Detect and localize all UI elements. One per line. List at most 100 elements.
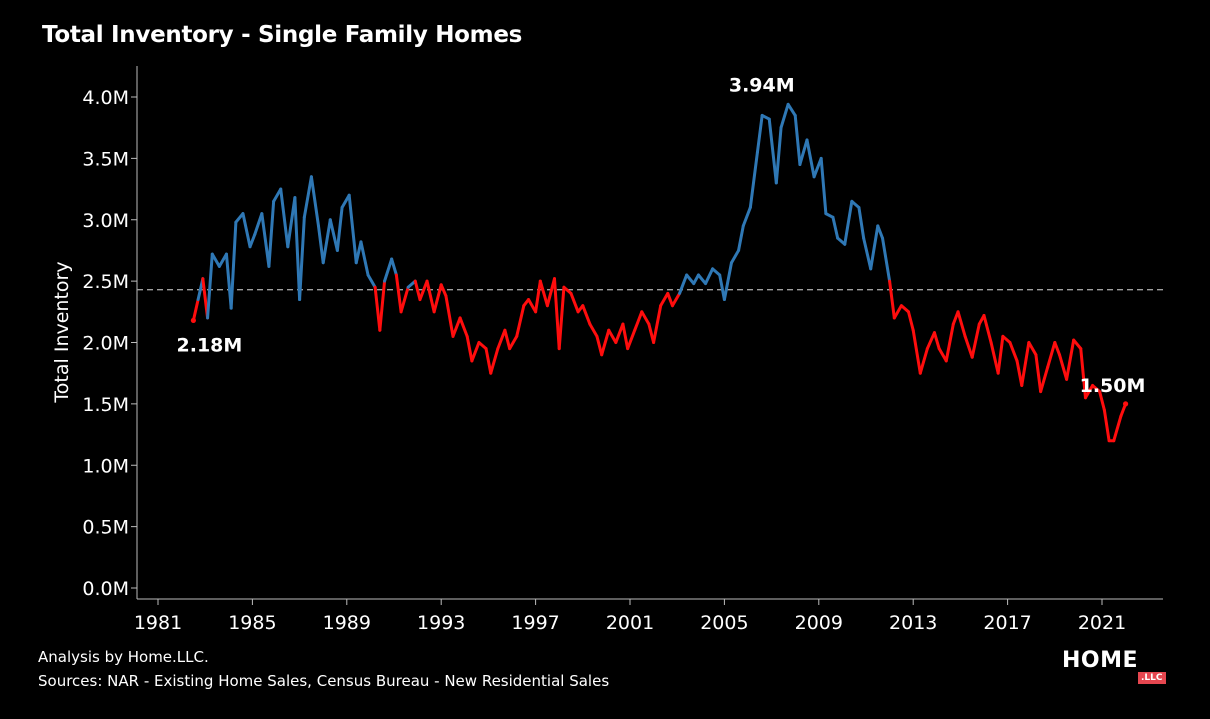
series-segment: [562, 285, 573, 295]
series-segment: [805, 138, 816, 179]
series-endpoint-dot: [1123, 401, 1129, 407]
series-segment: [1001, 334, 1012, 344]
series-segment: [857, 205, 866, 240]
series-segment: [489, 347, 500, 375]
series-segment: [253, 212, 264, 236]
series-segment: [321, 218, 332, 265]
series-segment: [722, 261, 733, 302]
series-segment: [1079, 347, 1087, 400]
series-segment: [692, 273, 700, 286]
series-segment: [241, 212, 252, 249]
series-segment: [439, 283, 448, 298]
series-segment: [989, 341, 1000, 375]
x-tick-label: 1985: [228, 612, 276, 634]
series-segment: [869, 224, 880, 271]
series-segment: [911, 328, 922, 375]
series-segment: [1046, 341, 1057, 369]
series-segment: [286, 196, 297, 249]
data-annotation-label: 3.94M: [729, 74, 795, 96]
x-tick-label: 1989: [323, 612, 371, 634]
series-segment: [465, 334, 474, 363]
series-segment: [970, 322, 981, 359]
y-tick-label: 4.0M: [82, 87, 129, 109]
series-segment: [996, 334, 1005, 375]
series-segment: [741, 205, 752, 228]
series-segment: [316, 224, 325, 265]
series-segment: [1039, 365, 1050, 394]
series-segment: [626, 328, 637, 351]
series-segment: [685, 273, 696, 286]
data-annotation-label: 1.50M: [1080, 375, 1146, 397]
series-segment: [937, 347, 948, 363]
series-segment: [850, 199, 861, 209]
series-segment: [666, 291, 674, 308]
chart-title: Total Inventory - Single Family Homes: [42, 22, 523, 48]
y-tick-label: 2.0M: [82, 333, 129, 355]
series-segment: [328, 218, 339, 252]
series-segment: [569, 291, 580, 314]
series-segment: [496, 328, 507, 351]
logo-word: HOME: [1062, 648, 1139, 673]
x-tick-label: 1993: [417, 612, 465, 634]
series-segment: [621, 322, 630, 351]
series-segment: [748, 150, 759, 209]
series-segment: [888, 279, 896, 320]
series-segment: [963, 334, 974, 359]
series-segment: [588, 322, 599, 338]
series-segment: [779, 102, 790, 130]
series-segment: [793, 113, 802, 167]
series-segment: [1083, 383, 1095, 400]
y-tick-label: 3.5M: [82, 148, 129, 170]
x-tick-label: 1997: [511, 612, 559, 634]
series-segment: [711, 267, 722, 277]
series-segment: [191, 298, 200, 322]
series-segment: [932, 331, 941, 351]
series-segment: [1112, 414, 1123, 443]
series-segment: [552, 277, 561, 351]
series-segment: [451, 316, 462, 338]
series-segment: [503, 328, 512, 351]
series-segment: [1053, 341, 1062, 357]
series-endpoint-dot: [190, 317, 196, 324]
y-tick-label: 0.5M: [82, 517, 129, 539]
series-segment: [786, 102, 797, 117]
series-segment: [413, 279, 422, 302]
series-segment: [515, 304, 526, 338]
x-tick-label: 2017: [983, 612, 1031, 634]
series-segment: [279, 187, 290, 249]
y-tick-label: 3.0M: [82, 210, 129, 232]
y-tick-label: 1.5M: [82, 394, 129, 416]
series-segment: [1091, 383, 1102, 394]
x-tick-label: 2005: [700, 612, 748, 634]
series-segment: [1058, 353, 1069, 381]
series-segment: [652, 304, 663, 344]
series-segment: [394, 273, 403, 314]
series-segment: [298, 215, 306, 302]
series-segment: [925, 331, 936, 351]
y-tick-label: 0.0M: [82, 578, 129, 600]
series-segment: [774, 126, 783, 185]
series-segment: [229, 220, 238, 310]
series-segment: [640, 310, 651, 326]
series-segment: [704, 267, 715, 286]
series-segment: [1072, 338, 1083, 351]
series-segment: [595, 334, 604, 357]
series-segment: [670, 291, 682, 308]
logo-llc-badge: .LLC: [1138, 672, 1166, 684]
series-segment: [862, 236, 873, 271]
series-segment: [906, 310, 915, 332]
series-segment: [892, 304, 903, 320]
y-tick-label: 2.5M: [82, 271, 129, 293]
brand-logo: HOME .LLC: [1062, 648, 1166, 684]
series-segment: [210, 252, 221, 268]
series-segment: [918, 347, 929, 375]
series-segment: [755, 113, 764, 154]
series-segment: [444, 294, 455, 338]
series-segment: [831, 215, 840, 240]
series-segment: [508, 334, 519, 351]
series-segment: [206, 252, 214, 320]
series-segment: [899, 304, 910, 314]
series-segment: [359, 240, 370, 277]
x-tick-label: 1981: [134, 612, 182, 634]
